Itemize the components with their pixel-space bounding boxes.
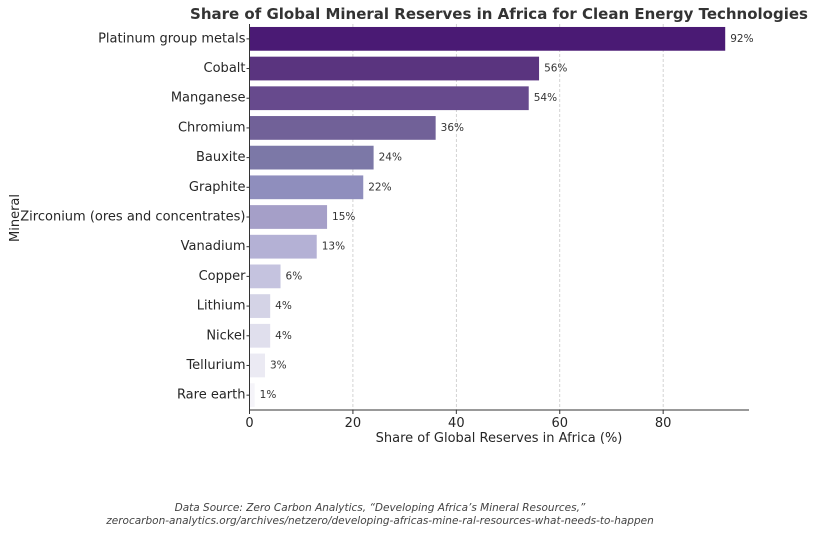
bar-7 [249,234,317,259]
bar-11 [249,353,266,378]
bar-5 [249,175,364,200]
data-label-4: 24% [379,152,402,164]
category-label-5: Graphite [189,180,246,195]
bars-group [249,26,726,408]
bar-0 [249,26,726,51]
category-label-8: Copper [199,269,247,284]
category-label-12: Rare earth [177,388,246,403]
category-label-6: Zirconium (ores and concentrates) [20,210,245,225]
data-label-6: 15% [332,211,355,223]
data-label-8: 6% [286,270,303,282]
x-tick-label-3: 60 [551,416,568,431]
data-label-0: 92% [730,33,753,45]
x-axis-label: Share of Global Reserves in Africa (%) [376,431,623,446]
y-axis-label: Mineral [8,194,23,242]
bar-1 [249,56,540,81]
x-tick-label-2: 40 [448,416,465,431]
x-tick-label-0: 0 [245,416,253,431]
data-label-12: 1% [260,389,277,401]
chart-title: Share of Global Mineral Reserves in Afri… [190,5,808,23]
bar-2 [249,86,529,111]
data-label-10: 4% [275,330,292,342]
category-label-10: Nickel [206,328,245,343]
data-label-2: 54% [534,92,557,104]
bar-4 [249,145,374,170]
axes-group: Platinum group metals 92% Cobalt 56% Mangane… [20,24,754,431]
category-label-1: Cobalt [204,61,246,76]
source-note-line-1: Data Source: Zero Carbon Analytics, “Dev… [174,502,586,514]
bar-8 [249,264,281,289]
x-tick-label-1: 20 [345,416,362,431]
bar-6 [249,205,328,229]
category-label-2: Manganese [171,91,246,106]
category-label-4: Bauxite [196,150,246,165]
category-label-3: Chromium [178,120,246,135]
bar-3 [249,116,436,140]
data-label-1: 56% [544,63,567,75]
bar-12 [249,383,255,408]
grid-lines [352,24,664,410]
category-label-11: Tellurium [185,358,245,373]
data-label-9: 4% [275,300,292,312]
x-tick-label-4: 80 [655,416,672,431]
data-label-11: 3% [270,359,287,371]
source-note-line-2: zerocarbon-analytics.org/archives/netzer… [106,515,654,527]
category-label-9: Lithium [197,299,246,314]
data-label-3: 36% [441,122,464,134]
bar-10 [249,323,271,348]
bar-9 [249,294,271,318]
data-label-7: 13% [322,241,345,253]
data-label-5: 22% [368,181,391,193]
category-label-0: Platinum group metals [98,31,246,46]
category-label-7: Vanadium [181,239,246,254]
